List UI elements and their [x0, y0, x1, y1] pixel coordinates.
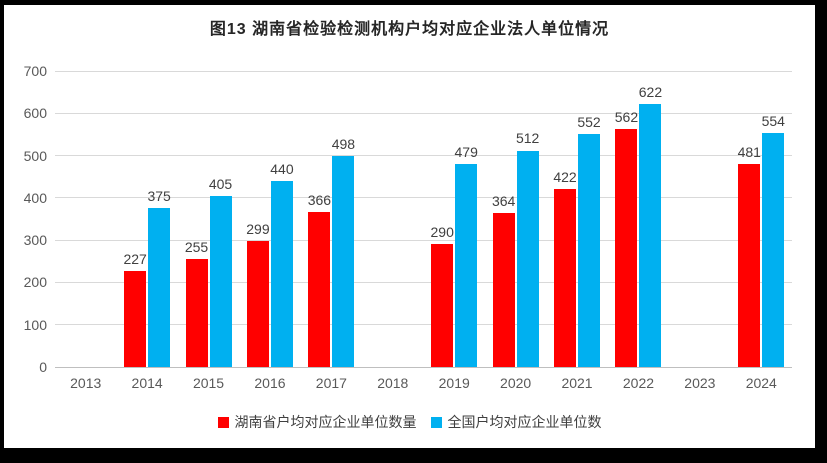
x-tick-label-2022: 2022 — [622, 375, 655, 391]
gridline-500 — [55, 155, 792, 157]
x-tick-label-2018: 2018 — [377, 375, 409, 391]
bar-series0-2021 — [554, 188, 577, 367]
value-label-series1-2022: 622 — [638, 83, 663, 100]
value-label-series1-2021: 552 — [577, 113, 601, 130]
value-label-series0-2020: 364 — [491, 193, 516, 210]
y-tick-label-600: 600 — [23, 105, 47, 122]
value-label-series0-2016: 299 — [246, 220, 270, 237]
legend-label: 湖南省户均对应企业单位数量 — [234, 414, 417, 430]
x-tick-label-2020: 2020 — [500, 375, 532, 391]
value-label-series0-2019: 290 — [430, 224, 454, 241]
value-label-series1-2016: 440 — [270, 160, 294, 177]
bar-series0-2022 — [615, 129, 638, 367]
bar-series0-2024 — [738, 163, 761, 367]
value-label-series1-2014: 375 — [147, 188, 171, 205]
bar-series1-2017 — [332, 156, 355, 367]
value-label-series1-2019: 479 — [454, 144, 478, 161]
value-label-series0-2015: 255 — [184, 239, 209, 256]
x-tick-label-2021: 2021 — [561, 375, 593, 391]
gridline-400 — [55, 197, 792, 199]
y-tick-label-200: 200 — [23, 274, 47, 291]
x-tick-label-2015: 2015 — [192, 375, 225, 391]
value-label-series0-2017: 366 — [307, 192, 332, 209]
bar-series1-2016 — [270, 180, 293, 367]
x-tick-label-2014: 2014 — [131, 375, 163, 391]
bar-series1-2015 — [209, 195, 232, 367]
gridline-100 — [55, 324, 792, 326]
bar-series1-2020 — [516, 150, 539, 367]
y-tick-label-100: 100 — [23, 316, 47, 333]
x-tick-label-2024: 2024 — [745, 375, 777, 391]
gridline-600 — [55, 112, 792, 114]
chart-title: 图13 湖南省检验检测机构户均对应企业法人单位情况 — [209, 21, 610, 38]
bar-series1-2019 — [455, 164, 478, 367]
legend-swatch-icon — [430, 416, 442, 428]
bar-series0-2017 — [308, 212, 331, 367]
x-tick-label-2017: 2017 — [315, 375, 347, 391]
value-label-series0-2022: 562 — [614, 109, 639, 126]
bar-series0-2015 — [185, 259, 208, 367]
x-tick-label-2016: 2016 — [254, 375, 286, 391]
value-label-series0-2024: 481 — [737, 143, 761, 160]
y-tick-label-700: 700 — [23, 63, 47, 79]
chart-canvas: 图13 湖南省检验检测机构户均对应企业法人单位情况 227 375 255 405 29… — [4, 5, 815, 448]
bar-series1-2014 — [148, 208, 171, 367]
plot-area: 227 375 255 405 299 440 366 498 290 479 364 512 422 5… — [55, 70, 792, 368]
bar-series0-2020 — [492, 213, 515, 367]
value-label-series1-2015: 405 — [208, 175, 233, 192]
value-label-series1-2020: 512 — [515, 130, 540, 147]
bar-series1-2022 — [639, 103, 662, 367]
bar-series1-2024 — [762, 132, 785, 367]
legend: 湖南省户均对应企业单位数量 全国户均对应企业单位数 — [4, 412, 815, 432]
bar-series1-2021 — [578, 133, 601, 367]
bar-series0-2016 — [246, 240, 269, 367]
gridline-0 — [55, 366, 792, 368]
bar-series0-2014 — [124, 271, 147, 367]
value-label-series1-2024: 554 — [761, 112, 785, 129]
gridline-300 — [55, 239, 792, 241]
y-tick-label-0: 0 — [39, 359, 47, 375]
x-tick-label-2013: 2013 — [70, 375, 102, 391]
legend-item-0: 湖南省户均对应企业单位数量 — [217, 412, 417, 432]
legend-item-1: 全国户均对应企业单位数 — [430, 412, 602, 432]
y-tick-label-400: 400 — [23, 189, 47, 206]
y-tick-label-500: 500 — [23, 147, 47, 164]
gridline-200 — [55, 281, 792, 283]
legend-swatch-icon — [217, 416, 229, 428]
bar-series0-2019 — [431, 244, 454, 367]
x-tick-label-2019: 2019 — [438, 375, 470, 391]
value-label-series0-2014: 227 — [123, 251, 147, 267]
value-label-series0-2021: 422 — [553, 168, 577, 185]
value-label-series1-2017: 498 — [331, 136, 356, 153]
gridline-700 — [55, 70, 792, 72]
x-tick-label-2023: 2023 — [684, 375, 716, 391]
legend-label: 全国户均对应企业单位数 — [447, 414, 602, 430]
y-tick-label-300: 300 — [23, 232, 47, 249]
